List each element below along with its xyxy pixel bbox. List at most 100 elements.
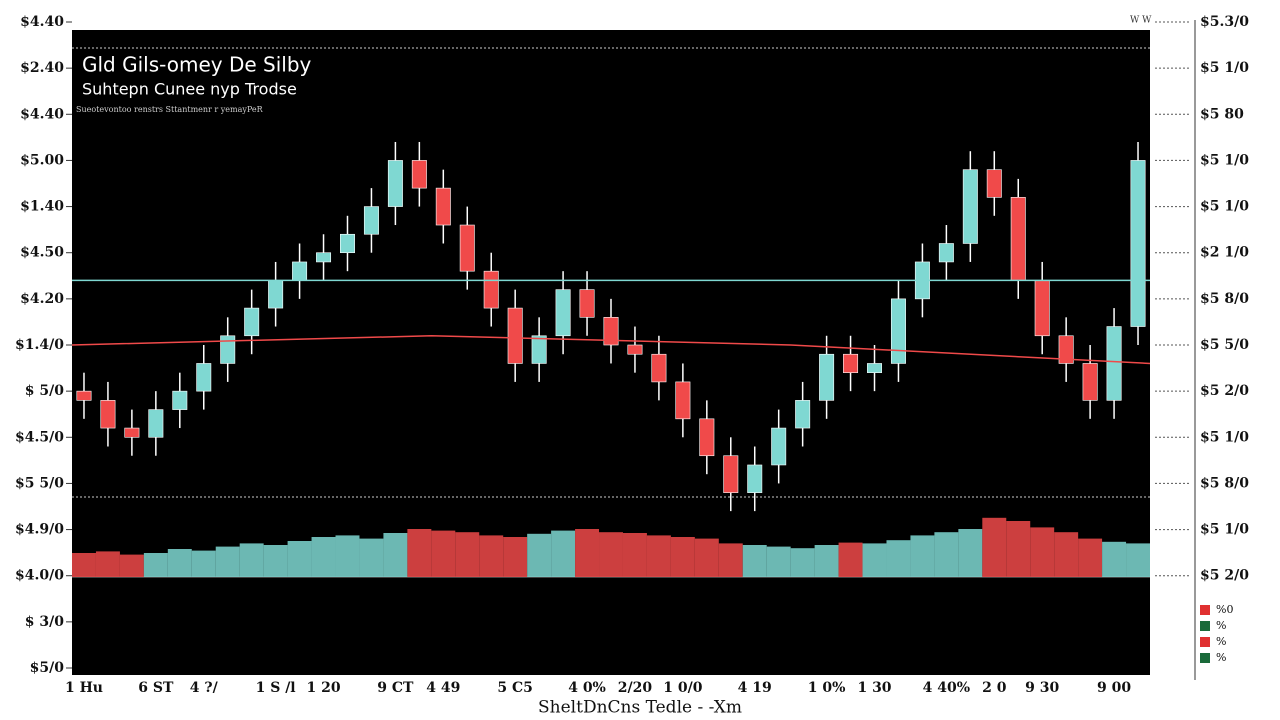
- volume-bar: [431, 530, 456, 577]
- y2-tick-label: $5 2/0: [1200, 383, 1249, 399]
- x-tick-label: 4 19: [738, 680, 772, 696]
- y2-tick-label: $5 1/0: [1200, 152, 1249, 168]
- legend-swatch: [1200, 637, 1210, 647]
- volume-bar: [359, 538, 384, 577]
- y2-tick-label: $2 1/0: [1200, 245, 1249, 261]
- volume-bar: [1030, 527, 1055, 577]
- volume-bar: [215, 546, 240, 577]
- chart-title: Gld Gils-omey De Silby: [82, 53, 312, 77]
- corner-label: W W: [1130, 16, 1152, 26]
- candle-body: [603, 317, 619, 346]
- y2-tick-label: $5 8/0: [1200, 475, 1249, 491]
- volume-bar: [838, 542, 863, 577]
- x-tick-label: 2/20: [618, 680, 653, 696]
- x-tick-label: 1 0/0: [663, 680, 702, 696]
- legend-swatch: [1200, 621, 1210, 631]
- y2-tick-label: $5.3/0: [1200, 14, 1249, 30]
- volume-bar: [479, 535, 504, 577]
- candle-body: [986, 169, 1002, 198]
- y-tick-label: $5.00: [20, 152, 64, 168]
- volume-bar: [119, 554, 144, 577]
- candle-body: [220, 335, 236, 364]
- candle-body: [747, 464, 763, 493]
- candle-body: [819, 353, 835, 401]
- y-tick-label: $5/0: [30, 660, 65, 676]
- y-tick-label: $4.40: [20, 14, 64, 30]
- candle-body: [244, 307, 260, 337]
- candle-body: [1058, 335, 1074, 364]
- candle-body: [723, 455, 739, 493]
- candle-body: [268, 280, 284, 309]
- candle-body: [196, 363, 212, 392]
- x-tick-label: 9 00: [1097, 680, 1131, 696]
- candle-body: [148, 409, 164, 438]
- volume-bar: [622, 533, 647, 577]
- candle-body: [675, 381, 691, 420]
- volume-bar: [407, 529, 432, 577]
- volume-bar: [694, 538, 719, 577]
- y2-tick-label: $5 80: [1200, 106, 1244, 122]
- candle-body: [387, 160, 403, 207]
- candle-body: [1130, 160, 1146, 327]
- candle-body: [124, 427, 140, 438]
- volume-bar: [167, 549, 192, 577]
- candle-body: [1082, 363, 1098, 401]
- y2-tick-label: $5 8/0: [1200, 291, 1249, 307]
- candle-body: [771, 427, 787, 466]
- volume-bar: [1054, 532, 1079, 577]
- note: Sueotevontoo renstrs Sttantmenr r yemayP…: [76, 105, 264, 114]
- y2-tick-label: $5 1/0: [1200, 199, 1249, 215]
- volume-bar: [455, 532, 480, 577]
- x-tick-label: 1 0%: [808, 680, 846, 696]
- y-tick-label: $ 5/0: [25, 383, 64, 399]
- x-tick-label: 1 30: [857, 680, 891, 696]
- candle-body: [459, 224, 475, 272]
- x-tick-label: 1 S /l: [256, 680, 296, 696]
- volume-bar: [982, 517, 1007, 577]
- legend-swatch: [1200, 605, 1210, 615]
- y-tick-label: $4.5/0: [15, 429, 64, 445]
- trend-line: [71, 335, 1151, 365]
- legend-swatch: [1200, 653, 1210, 663]
- volume-bar: [886, 540, 911, 577]
- volume-bar: [1126, 543, 1150, 577]
- volume-bar: [143, 553, 168, 577]
- volume-bar: [766, 546, 791, 577]
- candle-body: [699, 418, 715, 457]
- y-tick-label: $4.40: [20, 106, 64, 122]
- volume-bar: [790, 548, 815, 577]
- candle-body: [100, 400, 116, 429]
- candle-body: [340, 233, 355, 254]
- legend-label: %: [1216, 651, 1226, 664]
- candle-body: [507, 307, 523, 364]
- candle-body: [651, 353, 667, 383]
- candle-body: [867, 363, 882, 373]
- volume-bar: [670, 537, 695, 577]
- x-tick-label: 9 CT: [377, 680, 414, 696]
- x-tick-label: 4 40%: [923, 680, 970, 696]
- y-tick-label: $ 3/0: [25, 614, 64, 630]
- x-tick-label: 4 0%: [568, 680, 606, 696]
- x-tick-label: 1 Hu: [65, 680, 103, 696]
- volume-bar: [742, 545, 767, 577]
- candle-body: [962, 169, 978, 244]
- volume-bar: [814, 545, 839, 577]
- x-tick-label: 6 ST: [138, 680, 174, 696]
- volume-bar: [1102, 541, 1127, 577]
- legend-label: %0: [1216, 603, 1233, 616]
- volume-bar: [910, 535, 935, 577]
- candle-body: [1034, 280, 1050, 337]
- volume-bar: [95, 551, 120, 577]
- y-tick-label: $2.40: [20, 60, 64, 76]
- volume-bar: [1078, 538, 1103, 577]
- candle-body: [292, 261, 308, 281]
- volume-bar: [335, 535, 360, 577]
- candle-body: [316, 252, 332, 263]
- y-tick-label: $1.40: [20, 199, 64, 215]
- volume-bar: [1006, 521, 1031, 577]
- candle-body: [435, 187, 451, 226]
- candle-body: [172, 390, 188, 410]
- y-tick-label: $5 5/0: [15, 475, 64, 491]
- candle-body: [1010, 197, 1026, 281]
- candle-body: [363, 206, 379, 235]
